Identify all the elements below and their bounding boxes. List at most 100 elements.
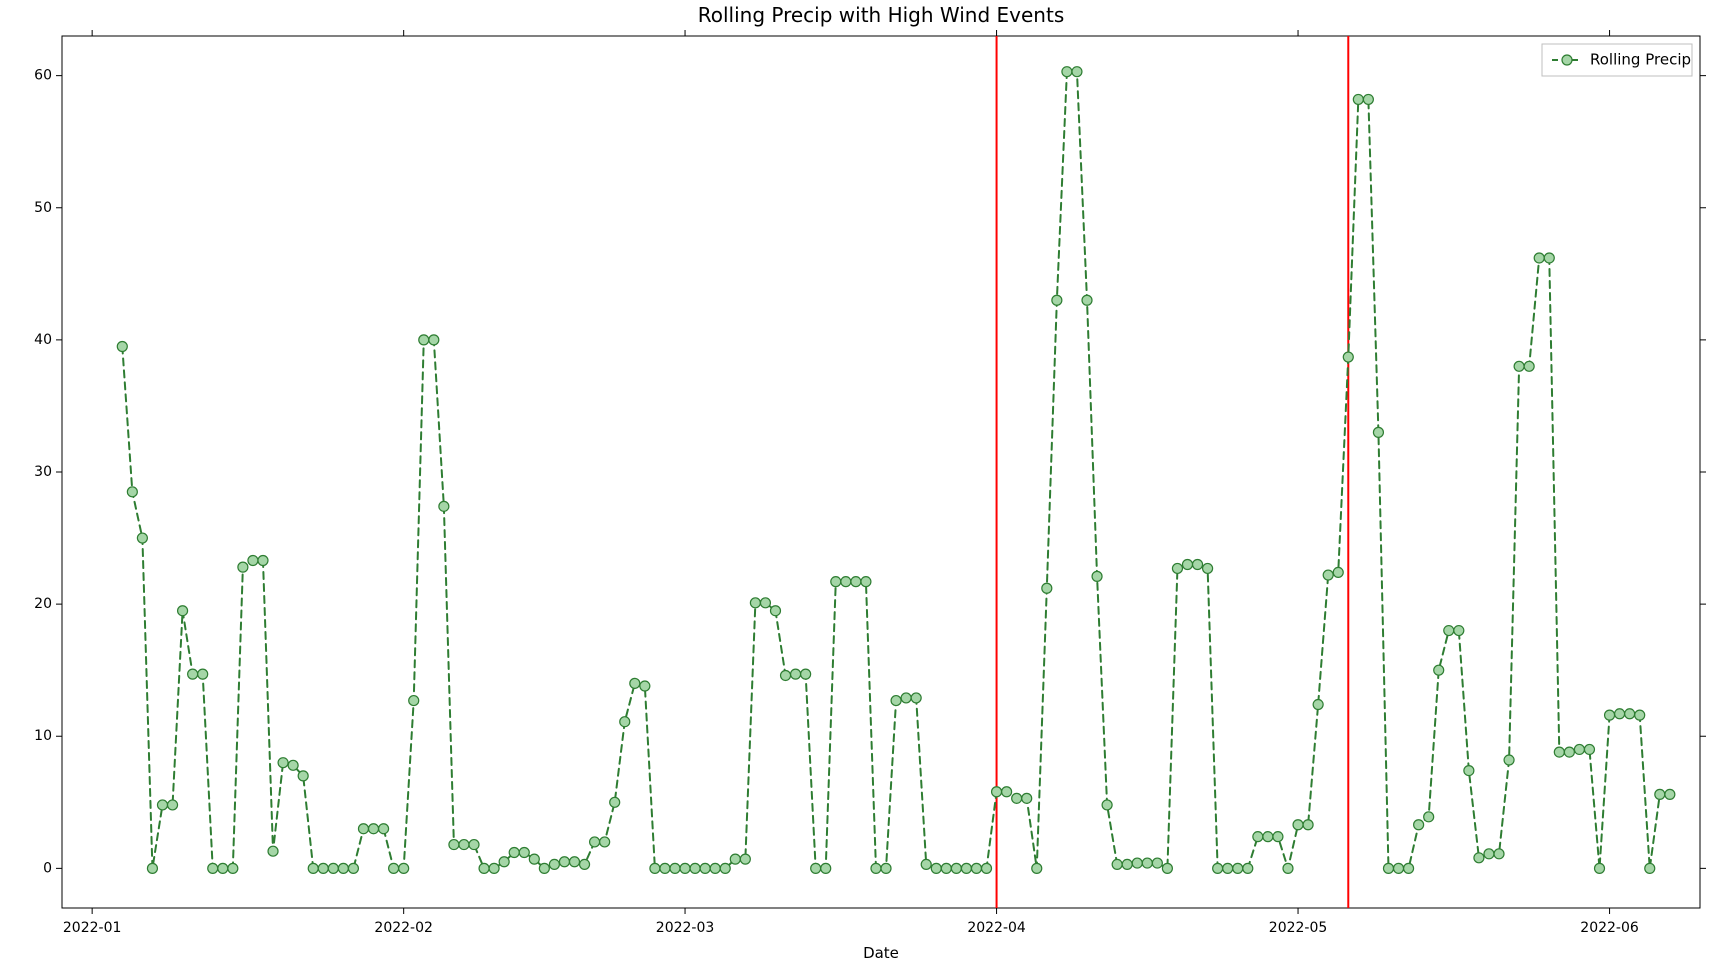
data-marker	[730, 854, 740, 864]
data-marker	[740, 854, 750, 864]
y-tick-label: 40	[34, 332, 52, 348]
y-tick-label: 50	[34, 200, 52, 216]
data-marker	[1273, 832, 1283, 842]
data-marker	[479, 863, 489, 873]
data-marker	[971, 863, 981, 873]
data-marker	[600, 837, 610, 847]
data-marker	[921, 859, 931, 869]
x-tick-label: 2022-03	[656, 920, 715, 936]
data-marker	[1665, 789, 1675, 799]
data-marker	[871, 863, 881, 873]
data-marker	[379, 824, 389, 834]
data-marker	[700, 863, 710, 873]
data-marker	[238, 562, 248, 572]
data-marker	[1353, 94, 1363, 104]
legend-label: Rolling Precip	[1590, 51, 1691, 69]
x-tick-label: 2022-06	[1580, 920, 1639, 936]
data-marker	[590, 837, 600, 847]
data-marker	[781, 670, 791, 680]
y-tick-label: 30	[34, 464, 52, 480]
data-marker	[1253, 832, 1263, 842]
data-marker	[1333, 567, 1343, 577]
data-marker	[429, 335, 439, 345]
data-marker	[228, 863, 238, 873]
x-axis-label: Date	[863, 944, 899, 962]
data-marker	[1343, 352, 1353, 362]
data-marker	[1514, 361, 1524, 371]
data-marker	[1554, 747, 1564, 757]
data-marker	[248, 556, 258, 566]
y-tick-label: 60	[34, 68, 52, 84]
x-tick-label: 2022-04	[967, 920, 1026, 936]
data-marker	[409, 696, 419, 706]
data-marker	[1373, 427, 1383, 437]
y-tick-label: 20	[34, 596, 52, 612]
data-marker	[580, 859, 590, 869]
data-marker	[1263, 832, 1273, 842]
data-marker	[1042, 583, 1052, 593]
data-marker	[1534, 253, 1544, 263]
data-marker	[982, 863, 992, 873]
data-marker	[1504, 755, 1514, 765]
data-marker	[1655, 789, 1665, 799]
legend-marker-sample	[1562, 55, 1572, 65]
data-marker	[1394, 863, 1404, 873]
data-marker	[1424, 812, 1434, 822]
data-marker	[218, 863, 228, 873]
data-marker	[1233, 863, 1243, 873]
data-marker	[891, 696, 901, 706]
data-marker	[439, 501, 449, 511]
data-marker	[931, 863, 941, 873]
data-marker	[1112, 859, 1122, 869]
data-marker	[1102, 800, 1112, 810]
data-marker	[1645, 863, 1655, 873]
data-marker	[1062, 67, 1072, 77]
data-marker	[1605, 710, 1615, 720]
data-marker	[961, 863, 971, 873]
data-marker	[1193, 559, 1203, 569]
data-marker	[449, 840, 459, 850]
data-marker	[318, 863, 328, 873]
data-marker	[1022, 793, 1032, 803]
data-marker	[1584, 744, 1594, 754]
data-marker	[338, 863, 348, 873]
data-marker	[509, 848, 519, 858]
data-marker	[278, 758, 288, 768]
data-marker	[1012, 793, 1022, 803]
data-marker	[1223, 863, 1233, 873]
data-marker	[489, 863, 499, 873]
data-marker	[258, 556, 268, 566]
data-marker	[1494, 849, 1504, 859]
data-marker	[851, 577, 861, 587]
data-marker	[348, 863, 358, 873]
data-marker	[821, 863, 831, 873]
data-marker	[1152, 858, 1162, 868]
data-marker	[620, 717, 630, 727]
data-marker	[178, 606, 188, 616]
data-marker	[680, 863, 690, 873]
data-marker	[660, 863, 670, 873]
data-marker	[1454, 626, 1464, 636]
data-marker	[1142, 858, 1152, 868]
data-marker	[881, 863, 891, 873]
data-marker	[811, 863, 821, 873]
data-marker	[1243, 863, 1253, 873]
data-marker	[1414, 820, 1424, 830]
data-marker	[1213, 863, 1223, 873]
data-marker	[389, 863, 399, 873]
data-marker	[188, 669, 198, 679]
data-marker	[127, 487, 137, 497]
data-marker	[1464, 766, 1474, 776]
data-marker	[992, 787, 1002, 797]
data-marker	[1574, 744, 1584, 754]
data-marker	[1293, 820, 1303, 830]
data-marker	[1092, 571, 1102, 581]
data-marker	[901, 693, 911, 703]
data-marker	[499, 857, 509, 867]
data-marker	[610, 797, 620, 807]
data-marker	[710, 863, 720, 873]
data-marker	[369, 824, 379, 834]
data-marker	[469, 840, 479, 850]
data-marker	[288, 760, 298, 770]
data-marker	[117, 341, 127, 351]
